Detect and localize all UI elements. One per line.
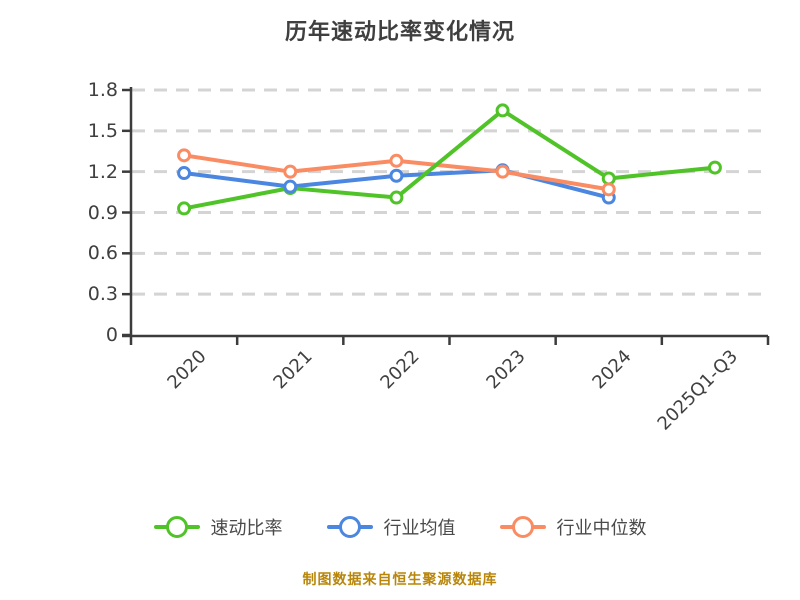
data-point-industry-average [283,179,298,194]
data-point-quick-ratio [495,103,510,118]
legend-marker-icon [153,515,200,539]
y-tick-label: 1.8 [87,79,118,101]
y-tick-label: 1.5 [87,119,118,142]
y-tick-label: 0.6 [87,242,118,265]
data-point-industry-median [283,164,298,179]
legend-item-quick-ratio: 速动比率 [153,514,283,540]
legend-marker-icon [499,515,546,539]
legend-label: 行业均值 [383,518,456,539]
data-point-quick-ratio [177,201,192,216]
data-point-quick-ratio [389,190,404,205]
data-point-industry-median [495,164,510,179]
legend-item-industry-average: 行业均值 [326,514,456,540]
data-point-quick-ratio [707,160,722,175]
y-tick-label: 0 [105,324,118,346]
data-point-industry-median [177,148,192,163]
data-point-industry-median [601,182,616,197]
legend: 速动比率 行业均值 行业中位数 [0,514,800,540]
legend-label: 速动比率 [210,518,283,539]
data-point-quick-ratio [601,171,616,186]
data-point-industry-average [177,166,192,181]
y-tick-label: 0.9 [87,201,118,224]
data-source-note: 制图数据来自恒生聚源数据库 [302,572,498,588]
data-point-industry-average [389,168,404,183]
legend-label: 行业中位数 [556,518,647,539]
chart-title: 历年速动比率变化情况 [284,20,515,45]
legend-dot-icon [165,516,188,538]
y-tick-label: 1.2 [87,160,118,183]
legend-item-industry-median: 行业中位数 [499,514,647,540]
legend-marker-icon [326,515,373,539]
legend-dot-icon [511,516,534,538]
legend-dot-icon [338,516,361,538]
series-line-quick-ratio [182,108,717,211]
data-point-industry-median [389,153,404,168]
y-tick-label: 0.3 [87,283,118,306]
